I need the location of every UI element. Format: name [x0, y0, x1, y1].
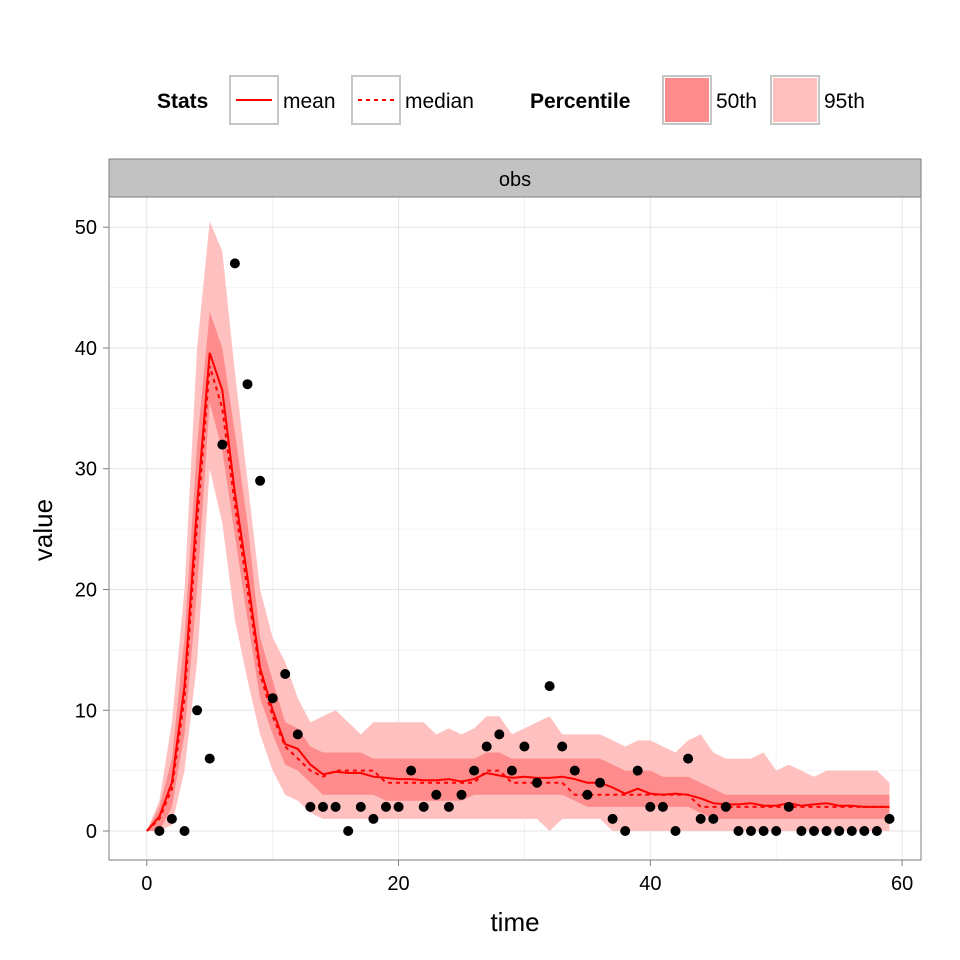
observation-point: [406, 765, 417, 776]
observation-point: [569, 765, 580, 776]
observation-point: [418, 801, 429, 812]
observation-point: [771, 826, 782, 836]
observation-point: [846, 826, 857, 836]
observation-point: [720, 801, 731, 812]
observation-point: [179, 826, 190, 836]
observation-point: [519, 741, 530, 752]
observation-point: [884, 813, 895, 824]
observation-point: [431, 789, 442, 800]
observation-points: [154, 258, 895, 836]
observation-point: [318, 801, 328, 812]
observation-point: [481, 741, 492, 752]
legend-label-median: median: [405, 90, 474, 113]
series-line-mean: [146, 352, 890, 832]
band-95th: [146, 221, 890, 831]
observation-point: [783, 801, 794, 812]
observation-point: [632, 765, 643, 776]
percentile-bands: [146, 221, 890, 831]
observation-point: [834, 826, 845, 836]
observation-point: [859, 826, 870, 836]
stat-lines: [146, 352, 890, 832]
observation-point: [368, 813, 379, 824]
legend-key-95th-fill: [773, 78, 817, 122]
observation-point: [355, 801, 366, 812]
observation-point: [292, 729, 303, 740]
y-axis: 0 10 20 30 40 50: [75, 217, 109, 843]
observation-point: [733, 826, 744, 836]
observation-point: [620, 826, 631, 836]
observation-point: [582, 789, 593, 800]
legend-key-50th-fill: [665, 78, 709, 122]
observation-point: [871, 826, 882, 836]
y-tick-label: 10: [75, 700, 97, 722]
observation-point: [683, 753, 694, 764]
series-line-median: [146, 365, 890, 832]
observation-point: [532, 777, 542, 788]
observation-point: [242, 379, 253, 390]
observation-point: [695, 813, 706, 824]
observation-point: [595, 777, 605, 788]
observation-point: [381, 801, 391, 812]
observation-point: [469, 765, 480, 776]
observation-point: [229, 258, 240, 269]
observation-point: [166, 813, 177, 824]
facet-label: obs: [499, 169, 531, 191]
observation-point: [192, 705, 203, 716]
observation-point: [557, 741, 568, 752]
observation-point: [708, 813, 719, 824]
observation-point: [746, 826, 756, 836]
observation-point: [154, 826, 165, 836]
observation-point: [443, 801, 454, 812]
observation-point: [607, 813, 618, 824]
legend-stats-title: Stats: [157, 90, 208, 113]
x-axis: 0 20 40 60: [141, 860, 913, 895]
plot-panel-border: [108, 196, 922, 861]
observation-point: [255, 475, 266, 486]
observation-point: [267, 693, 278, 704]
observation-point: [544, 681, 555, 692]
y-tick-label: 30: [75, 459, 97, 481]
observation-point: [494, 729, 505, 740]
x-tick-label: 20: [387, 873, 409, 895]
observation-point: [796, 826, 807, 836]
y-tick-label: 40: [75, 338, 97, 360]
observation-point: [343, 826, 354, 836]
observation-point: [305, 801, 316, 812]
y-axis-title: value: [28, 499, 58, 561]
observation-point: [456, 789, 467, 800]
x-tick-label: 0: [141, 873, 152, 895]
observation-point: [821, 826, 832, 836]
observation-point: [393, 801, 404, 812]
legend-percentile-title: Percentile: [530, 90, 630, 113]
observation-point: [657, 801, 668, 812]
grid-lines: [109, 197, 921, 860]
legend-label-95th: 95th: [824, 90, 865, 113]
observation-point: [809, 826, 819, 836]
y-tick-label: 0: [86, 821, 97, 843]
legend-label-mean: mean: [283, 90, 336, 113]
observation-point: [217, 439, 228, 450]
x-tick-label: 60: [891, 873, 913, 895]
observation-point: [204, 753, 215, 764]
observation-point: [280, 669, 291, 679]
x-axis-title: time: [490, 907, 539, 937]
band-50th: [146, 311, 890, 831]
y-tick-label: 50: [75, 217, 97, 239]
x-tick-label: 40: [639, 873, 661, 895]
observation-point: [670, 826, 681, 836]
y-tick-label: 20: [75, 579, 97, 601]
legend: Stats mean median Percentile 50th 95th: [157, 75, 865, 125]
legend-label-50th: 50th: [716, 90, 757, 113]
observation-point: [330, 801, 341, 812]
observation-point: [758, 826, 769, 836]
observation-point: [506, 765, 517, 776]
observation-point: [645, 801, 656, 812]
